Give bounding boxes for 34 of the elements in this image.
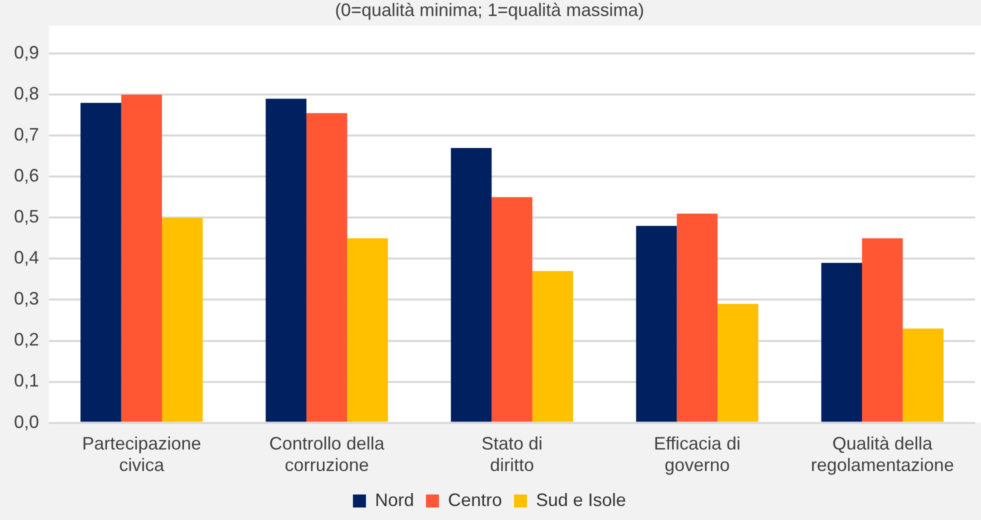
chart-subtitle: (0=qualità minima; 1=qualità massima) [334, 0, 644, 20]
y-tick-label: 0,0 [14, 412, 40, 432]
y-tick-label: 0,3 [14, 288, 40, 309]
legend-label: Sud e Isole [536, 490, 626, 510]
bar [718, 304, 758, 422]
bar [492, 197, 532, 422]
bar [636, 226, 677, 422]
bar [306, 113, 348, 422]
y-tick-label: 0,8 [14, 84, 40, 104]
x-tick-label: Efficacia di governo [654, 434, 741, 476]
bar [266, 98, 306, 422]
legend-label: Centro [448, 490, 502, 510]
x-tick-label: Qualità della regolamentazione [810, 434, 954, 476]
bar [121, 94, 162, 422]
y-tick-label: 0,9 [14, 42, 40, 63]
x-tick-label: Controllo della corruzione [269, 434, 386, 476]
bar [450, 148, 492, 422]
bar [162, 218, 203, 422]
bar [676, 214, 718, 422]
y-tick-label: 0,4 [14, 248, 40, 268]
y-tick-label: 0,2 [14, 330, 40, 350]
bar [902, 328, 944, 422]
x-tick-label: Stato di diritto [481, 434, 543, 476]
y-tick-label: 0,7 [14, 124, 40, 145]
bar [532, 271, 574, 422]
legend-label: Nord [374, 490, 414, 510]
y-tick-label: 0,1 [14, 370, 40, 391]
y-tick-label: 0,5 [14, 206, 40, 227]
bar [821, 262, 862, 422]
bar [80, 102, 122, 422]
x-tick-label: Partecipazione civica [82, 434, 202, 476]
bar [347, 238, 388, 422]
y-tick-label: 0,6 [14, 166, 40, 186]
bar [862, 238, 903, 422]
